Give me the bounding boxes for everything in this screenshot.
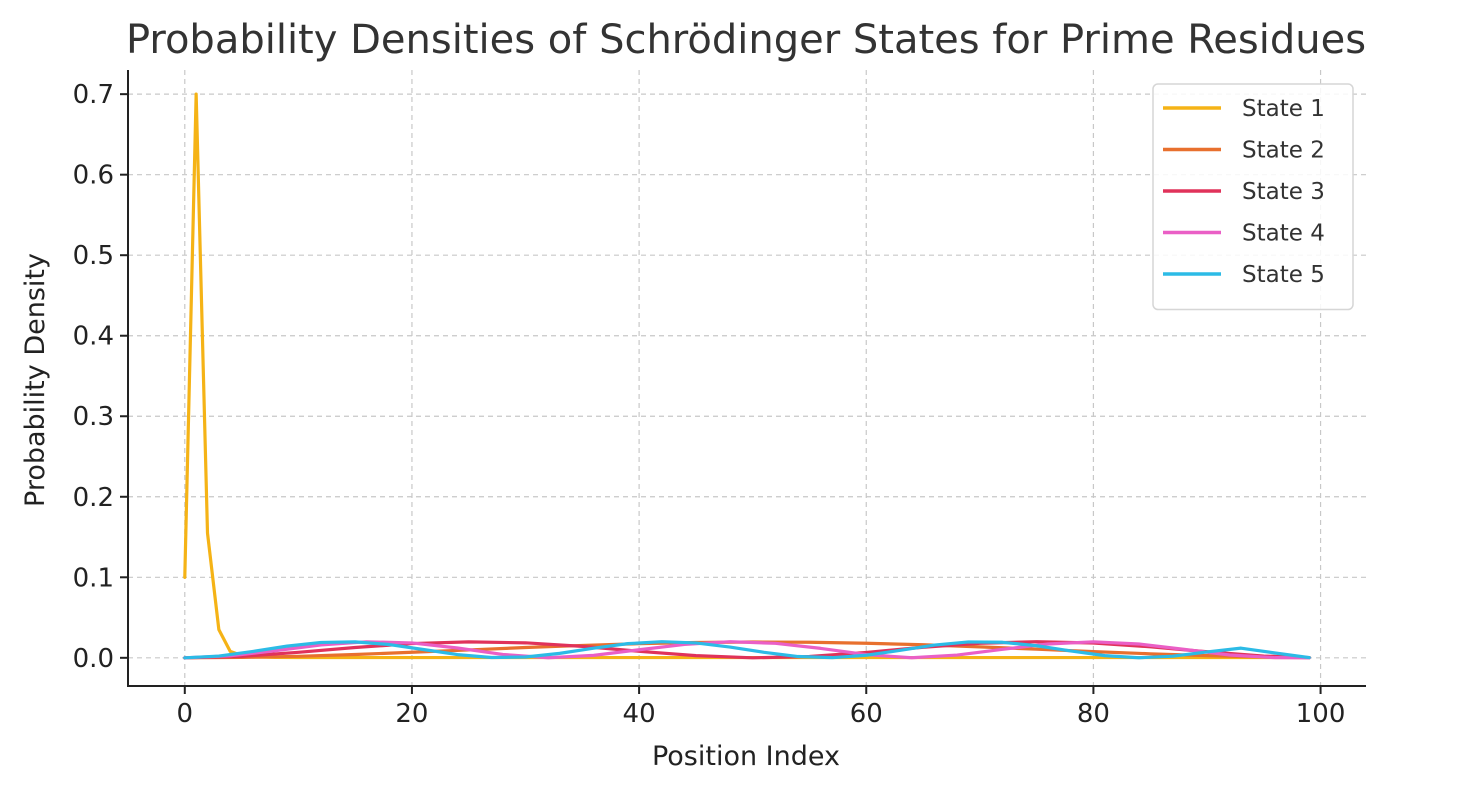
x-tick-label-0: 0	[177, 699, 194, 729]
axis-spines	[127, 70, 1366, 687]
x-tick-label-3: 60	[850, 699, 883, 729]
x-tick-label-5: 100	[1296, 699, 1346, 729]
y-tick-label-1: 0.1	[73, 563, 114, 593]
y-tick-label-7: 0.7	[73, 80, 114, 110]
y-tick-label-3: 0.3	[73, 402, 114, 432]
axes	[120, 70, 1366, 694]
series-line-state-1	[183, 92, 1311, 660]
x-tick-label-4: 80	[1077, 699, 1110, 729]
legend-label-state-4: State 4	[1242, 221, 1325, 247]
y-tick-label-4: 0.4	[73, 322, 114, 352]
legend-box	[1152, 83, 1354, 311]
series-lines	[183, 92, 1311, 660]
tick-labels: 0 20 40 60 80 100 0.0 0.1 0.2 0.3 0.4 0.5 0.6 0.7	[73, 80, 1346, 729]
x-tick-label-2: 40	[623, 699, 656, 729]
legend-label-state-3: State 3	[1242, 179, 1325, 205]
x-tick-label-1: 20	[395, 699, 428, 729]
y-tick-label-6: 0.6	[73, 161, 114, 191]
y-tick-label-5: 0.5	[73, 241, 114, 271]
x-axis-label: Position Index	[652, 741, 840, 772]
y-tick-label-2: 0.2	[73, 483, 114, 513]
chart-title: Probability Densities of Schrödinger Sta…	[126, 17, 1366, 63]
legend: State 1 State 2 State 3 State 4 State 5	[1152, 83, 1354, 311]
y-axis-label: Probability Density	[20, 253, 51, 507]
legend-label-state-5: State 5	[1242, 262, 1325, 288]
legend-label-state-2: State 2	[1242, 138, 1325, 164]
legend-label-state-1: State 1	[1242, 96, 1325, 122]
series-line-state-3	[183, 640, 1311, 660]
series-line-state-5	[183, 640, 1311, 660]
y-tick-label-0: 0.0	[73, 644, 114, 674]
